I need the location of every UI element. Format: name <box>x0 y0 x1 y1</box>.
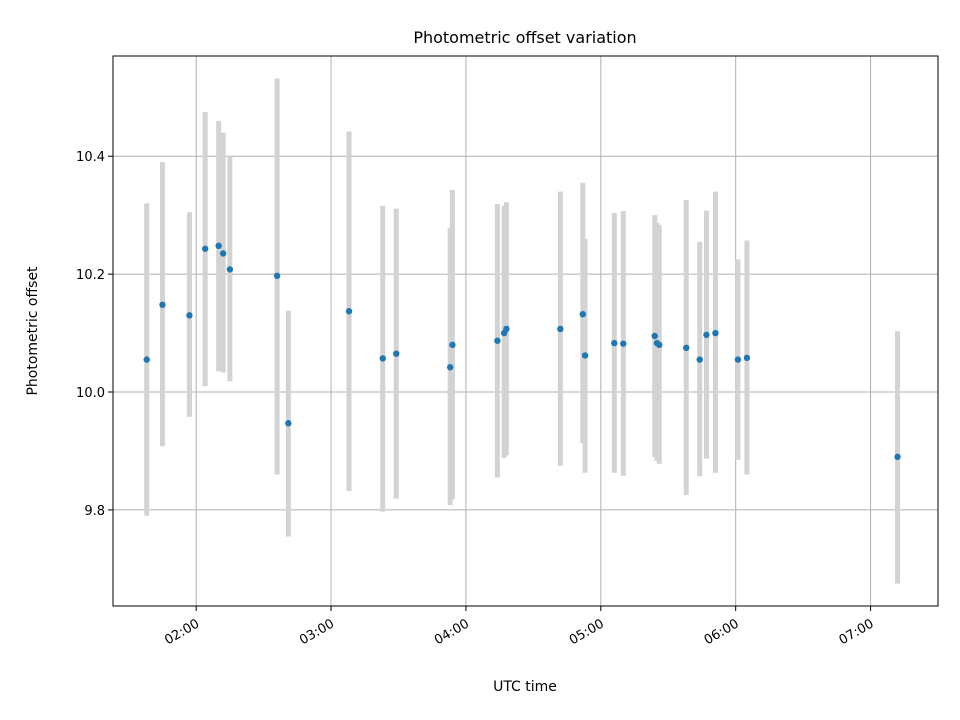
chart-title: Photometric offset variation <box>413 28 636 47</box>
data-point <box>159 301 166 308</box>
data-point <box>285 420 292 427</box>
data-point <box>656 341 663 349</box>
x-tick-label: 04:00 <box>432 616 472 648</box>
data-point <box>743 354 751 362</box>
data-points <box>143 242 901 461</box>
data-point <box>345 308 353 315</box>
data-point <box>215 242 222 250</box>
data-point <box>219 250 227 257</box>
y-axis-label: Photometric offset <box>25 266 41 396</box>
data-point <box>734 356 742 363</box>
data-point <box>620 340 627 347</box>
data-point <box>186 312 193 319</box>
plot-frame <box>112 55 939 607</box>
x-axis: 02:00 03:00 04:00 05:00 06:00 07:00 <box>162 606 877 648</box>
y-axis: 9.8 10.0 10.2 10.4 <box>76 150 113 519</box>
data-point <box>894 453 901 461</box>
y-tick-label: 10.4 <box>76 150 105 165</box>
y-tick-label: 9.8 <box>84 504 105 519</box>
x-tick-label: 07:00 <box>837 616 877 648</box>
data-point <box>393 350 400 357</box>
data-point <box>683 344 690 352</box>
x-tick-label: 03:00 <box>297 616 337 648</box>
y-tick-label: 10.0 <box>76 386 105 401</box>
x-tick-label: 06:00 <box>702 616 742 648</box>
data-point <box>379 355 386 362</box>
x-tick-label: 05:00 <box>567 616 607 648</box>
data-point <box>696 356 703 363</box>
data-point <box>273 272 281 280</box>
grid <box>113 56 938 606</box>
data-point <box>579 310 587 318</box>
errorbars <box>144 78 901 584</box>
data-point <box>449 341 456 349</box>
data-point <box>201 245 209 252</box>
x-tick-label: 02:00 <box>162 616 202 648</box>
data-point <box>494 337 501 344</box>
data-point <box>611 339 618 347</box>
data-point <box>581 352 589 359</box>
data-point <box>712 329 719 337</box>
data-point <box>703 331 710 339</box>
data-point <box>226 266 234 273</box>
y-tick-label: 10.2 <box>76 268 105 283</box>
data-point <box>503 325 510 333</box>
x-axis-label: UTC time <box>493 679 557 695</box>
data-point <box>651 332 658 340</box>
data-point <box>446 364 454 371</box>
data-point <box>143 356 150 363</box>
data-point <box>557 325 564 333</box>
